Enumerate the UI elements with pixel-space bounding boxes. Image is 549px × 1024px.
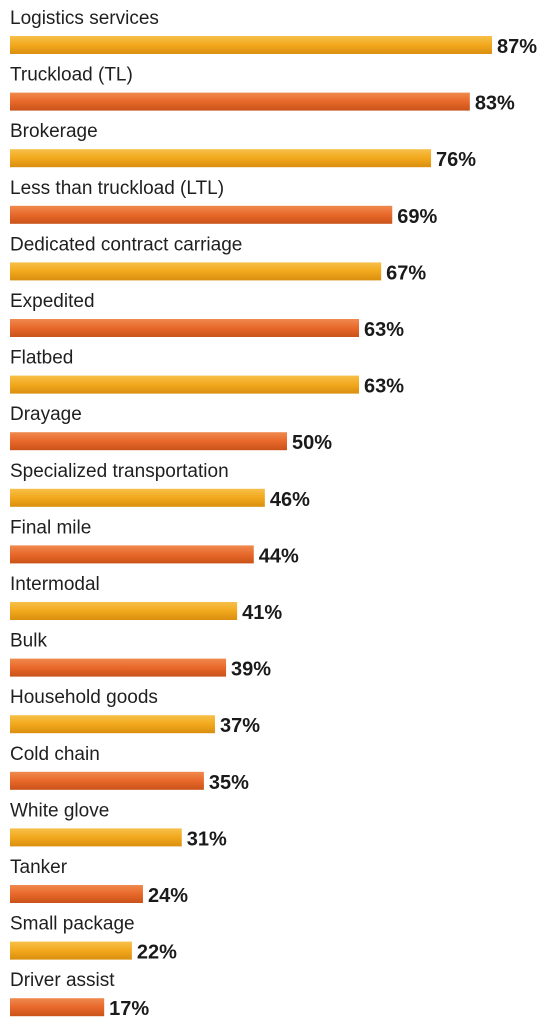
bar-row: Logistics services 87% (10, 8, 537, 58)
bar-row: Final mile 44% (10, 517, 299, 567)
bar-row: Intermodal 41% (10, 574, 282, 624)
category-label: Drayage (10, 404, 82, 425)
bar-row: Brokerage 76% (10, 121, 476, 171)
bar-row: Expedited 63% (10, 291, 404, 341)
bar (10, 319, 360, 337)
value-label: 63% (364, 319, 404, 341)
bar (10, 771, 204, 790)
category-label: Brokerage (10, 121, 98, 142)
bar-row: Dedicated contract carriage 67% (10, 234, 426, 284)
bar-row: Truckload (TL) 83% (10, 65, 515, 115)
value-label: 39% (231, 659, 271, 681)
value-label: 24% (148, 885, 188, 907)
bar (10, 828, 182, 847)
value-label: 37% (220, 715, 260, 737)
category-label: Expedited (10, 291, 95, 312)
value-label: 41% (242, 602, 282, 624)
value-label: 50% (292, 432, 332, 454)
category-label: Driver assist (10, 970, 115, 991)
bar-row: Household goods 37% (10, 687, 260, 737)
bar-row: Flatbed 63% (10, 348, 404, 398)
bar-row: Driver assist 17% (10, 970, 149, 1020)
value-label: 17% (109, 998, 149, 1020)
category-label: Final mile (10, 517, 91, 538)
value-label: 46% (270, 489, 310, 511)
category-label: Small package (10, 914, 135, 935)
bar (10, 432, 287, 451)
bar (10, 715, 215, 734)
value-label: 31% (187, 828, 227, 850)
value-label: 35% (209, 772, 249, 794)
category-label: Cold chain (10, 744, 100, 765)
value-label: 44% (259, 545, 299, 567)
category-label: White glove (10, 800, 109, 821)
bar (10, 885, 143, 903)
bar (10, 941, 132, 960)
bar (10, 602, 238, 620)
value-label: 69% (397, 206, 437, 228)
value-label: 63% (364, 376, 404, 398)
bar-row: Drayage 50% (10, 404, 332, 454)
bar-row: Specialized transportation 46% (10, 461, 310, 511)
category-label: Truckload (TL) (10, 65, 133, 86)
bar (10, 375, 360, 394)
category-label: Intermodal (10, 574, 100, 595)
bar-row: Cold chain 35% (10, 744, 249, 794)
bar-row: Tanker 24% (10, 857, 188, 907)
bar (10, 658, 227, 677)
bar (10, 998, 105, 1017)
bar-row: Less than truckload (LTL) 69% (10, 178, 438, 228)
value-label: 83% (475, 93, 515, 115)
bar (10, 205, 393, 224)
value-label: 22% (137, 942, 177, 964)
bar-row: White glove 31% (10, 800, 227, 850)
bar (10, 488, 265, 507)
category-label: Dedicated contract carriage (10, 234, 242, 255)
bars-group: Logistics services 87% Truckload (TL) 83% Br… (10, 8, 537, 1020)
value-label: 76% (436, 149, 476, 171)
category-label: Flatbed (10, 348, 73, 369)
category-label: Logistics services (10, 8, 159, 29)
bar (10, 149, 432, 168)
bar-row: Bulk 39% (10, 631, 271, 681)
bar (10, 545, 254, 564)
category-label: Less than truckload (LTL) (10, 178, 224, 199)
value-label: 87% (497, 36, 537, 58)
category-label: Specialized transportation (10, 461, 229, 482)
bar (10, 36, 492, 54)
category-label: Bulk (10, 631, 47, 652)
bar (10, 92, 470, 111)
bar (10, 262, 382, 281)
category-label: Household goods (10, 687, 158, 708)
value-label: 67% (386, 262, 426, 284)
category-label: Tanker (10, 857, 68, 878)
